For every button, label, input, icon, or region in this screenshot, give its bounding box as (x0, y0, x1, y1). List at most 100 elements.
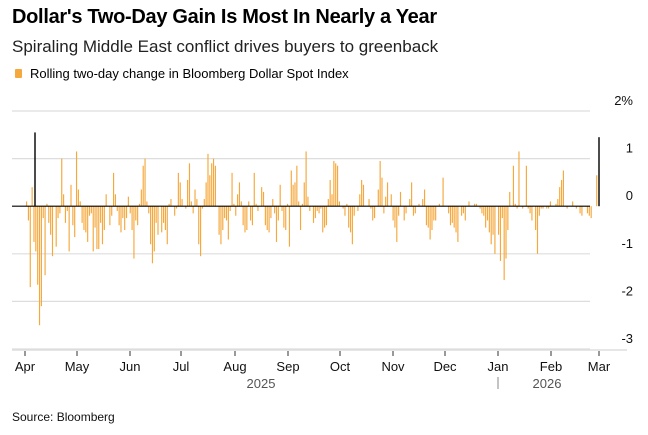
bar (200, 206, 202, 257)
gridlines (12, 110, 590, 350)
bar (127, 196, 129, 207)
bar (451, 206, 453, 223)
bar (509, 191, 511, 207)
bar (111, 206, 113, 216)
bar (301, 203, 303, 207)
bar (427, 206, 429, 228)
bar (168, 203, 170, 207)
bar (481, 206, 483, 214)
bar (411, 182, 413, 207)
bar (344, 206, 346, 216)
bar (377, 189, 379, 207)
y-tick-label: 1 (626, 141, 633, 156)
bar (559, 187, 561, 207)
bar (198, 206, 200, 245)
bar (181, 199, 183, 207)
year-label: 2025 (247, 376, 276, 391)
bar (92, 206, 94, 252)
bar (346, 203, 348, 207)
bar (274, 206, 276, 214)
bar (113, 172, 115, 207)
bar (225, 206, 228, 221)
x-tick-label: Oct (330, 359, 351, 374)
bar (48, 206, 50, 223)
bar (246, 206, 248, 230)
bar (29, 206, 31, 288)
bar (51, 206, 54, 257)
x-tick-label: Apr (15, 359, 36, 374)
bar (196, 199, 198, 207)
bar (105, 194, 107, 207)
bar (516, 206, 518, 209)
bar (422, 199, 424, 207)
bar (72, 206, 74, 226)
bar (218, 206, 220, 235)
x-tick-label: Sep (276, 359, 299, 374)
x-tick-label: Aug (223, 359, 246, 374)
y-tick-label: -3 (621, 331, 633, 346)
bar (529, 206, 531, 214)
bar (203, 199, 205, 207)
bar (249, 206, 252, 221)
bar (66, 206, 68, 211)
bar (283, 206, 285, 228)
bar (277, 206, 279, 221)
bar (329, 180, 331, 207)
bar (251, 206, 253, 226)
bar (122, 206, 124, 219)
y-tick-label: -1 (621, 236, 633, 251)
y-tick-label: 0 (626, 188, 633, 203)
bar (244, 206, 246, 233)
bar (74, 206, 76, 238)
bar (237, 194, 239, 207)
bar (94, 206, 96, 228)
y-tick-label: -2 (621, 283, 633, 298)
bar (242, 206, 244, 226)
bar (535, 206, 537, 230)
bar (396, 206, 398, 242)
bar (327, 199, 329, 207)
bar (405, 206, 407, 214)
bar (70, 184, 72, 207)
bar (166, 206, 168, 245)
bar (261, 187, 263, 207)
bar (75, 151, 78, 207)
bar (211, 163, 213, 207)
bar (412, 206, 415, 216)
bar (188, 163, 191, 207)
bar (503, 206, 505, 280)
bar (575, 206, 577, 209)
bar (248, 201, 250, 207)
bar (31, 187, 33, 207)
bar (312, 206, 315, 223)
bar (538, 206, 540, 216)
bar (596, 175, 598, 207)
bar (292, 184, 294, 207)
bar (116, 206, 118, 211)
bar (137, 206, 139, 226)
x-tick-label: Jan (488, 359, 509, 374)
bar (81, 206, 83, 223)
bar (125, 206, 128, 219)
bar (449, 206, 452, 226)
bar (238, 182, 241, 207)
bar (231, 172, 233, 207)
bar (131, 206, 133, 230)
bar (431, 206, 433, 230)
x-tick-label: May (65, 359, 90, 374)
bar (257, 206, 259, 211)
bar (90, 206, 92, 214)
bar (140, 189, 142, 207)
bar (88, 206, 91, 216)
chart-title: Dollar's Two-Day Gain Is Most In Nearly … (12, 6, 437, 28)
bar (442, 177, 444, 207)
bar (475, 203, 477, 207)
bar (514, 203, 516, 207)
bar (270, 206, 272, 219)
bar (135, 206, 137, 221)
legend-swatch (15, 69, 22, 78)
bar (262, 191, 265, 207)
bar (560, 180, 563, 207)
bar (353, 206, 355, 216)
bar (309, 206, 311, 211)
